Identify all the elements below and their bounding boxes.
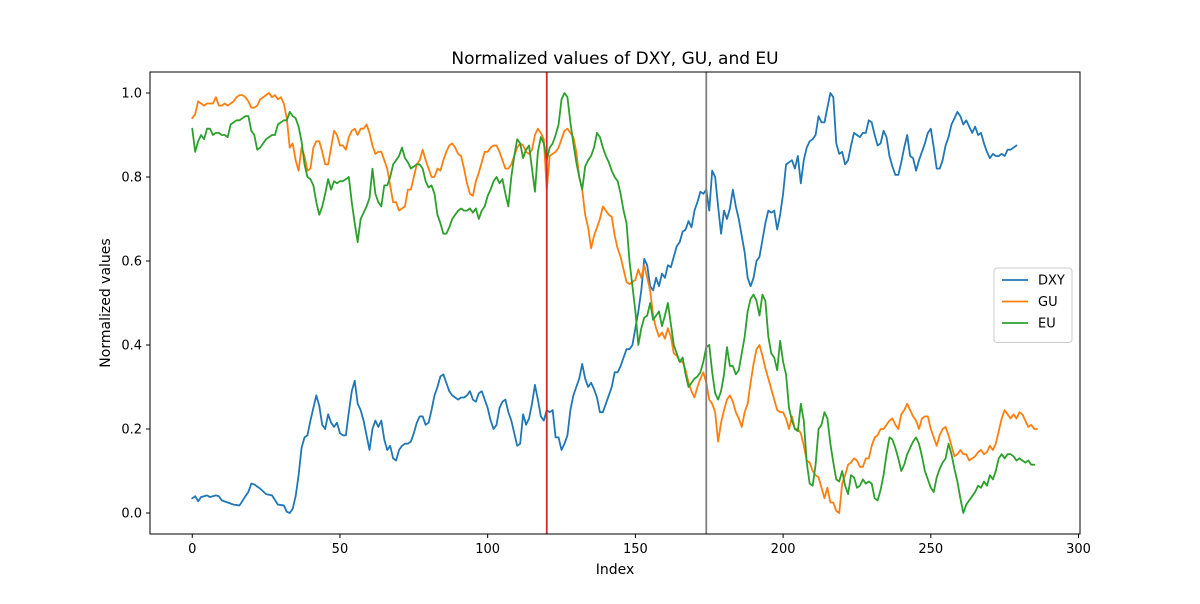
y-axis: 0.0 0.2 0.4 0.6 0.8 1.0 [121,87,150,522]
x-axis: 0 50 100 150 200 250 300 [188,534,1091,557]
y-axis-label: Normalized values [98,238,114,367]
x-tick-label: 300 [1066,542,1091,557]
y-tick-label: 0.4 [121,339,142,354]
series-line-dxy [191,92,1018,514]
plot-area [191,72,1039,534]
x-tick-label: 100 [475,542,500,557]
y-tick-label: 0.0 [121,507,142,522]
x-tick-label: 50 [332,542,349,557]
legend: DXY GU EU [993,267,1073,343]
legend-label-eu: EU [1038,317,1056,332]
y-tick-label: 0.8 [121,171,142,186]
x-tick-label: 250 [918,542,943,557]
y-tick-label: 0.6 [121,255,142,270]
legend-label-gu: GU [1038,295,1058,310]
series-line-gu [191,92,1039,514]
x-axis-label: Index [596,562,635,578]
x-tick-label: 200 [771,542,796,557]
legend-label-dxy: DXY [1038,274,1065,289]
chart-title: Normalized values of DXY, GU, and EU [451,49,778,69]
y-tick-label: 1.0 [121,87,142,102]
plot-frame [149,71,1081,535]
y-tick-label: 0.2 [121,423,142,438]
x-tick-label: 150 [623,542,648,557]
series-line-eu [191,92,1036,514]
x-tick-label: 0 [188,542,196,557]
